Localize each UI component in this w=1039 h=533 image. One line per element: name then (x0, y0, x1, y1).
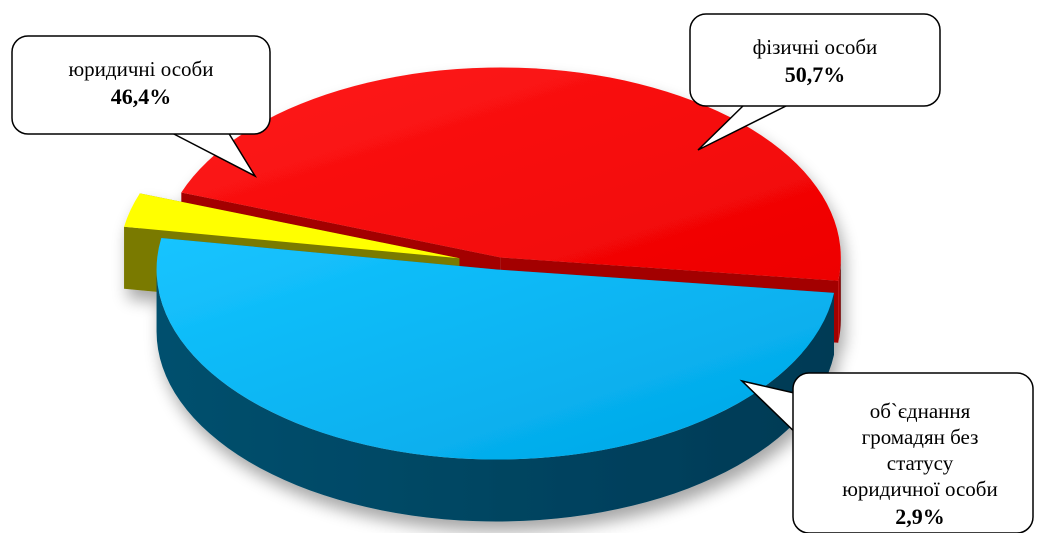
slice-name-label: об`єднання (870, 399, 971, 423)
pie-slice-side (156, 269, 834, 522)
slice-name-label: громадян без (862, 425, 979, 449)
slice-name-label: фізичні особи (753, 35, 878, 59)
callout-box (792, 372, 1034, 533)
callout-box (11, 35, 271, 135)
pie-slice-side (838, 257, 841, 343)
pie-callouts: юридичні особи 46,4% фізичні особи 50,7% об`… (11, 13, 1034, 533)
pie-slice-top (156, 237, 834, 460)
slice-value-label: 50,7% (785, 62, 846, 87)
slice-name-label: юридичні особи (68, 57, 213, 81)
slice-name-label: юридичної особи (842, 477, 998, 501)
slice-name-label: статусу (887, 451, 954, 475)
pie-slices (124, 67, 841, 522)
callout-2: фізичні особи 50,7% (689, 13, 941, 151)
callout-box (689, 13, 941, 107)
callout-1: юридичні особи 46,4% (11, 35, 271, 178)
slice-value-label: 46,4% (111, 84, 172, 109)
slice-value-label: 2,9% (895, 504, 945, 529)
pie-slice-top (124, 193, 460, 259)
pie-slice-2 (156, 237, 834, 522)
pie-slice-top (181, 67, 841, 281)
